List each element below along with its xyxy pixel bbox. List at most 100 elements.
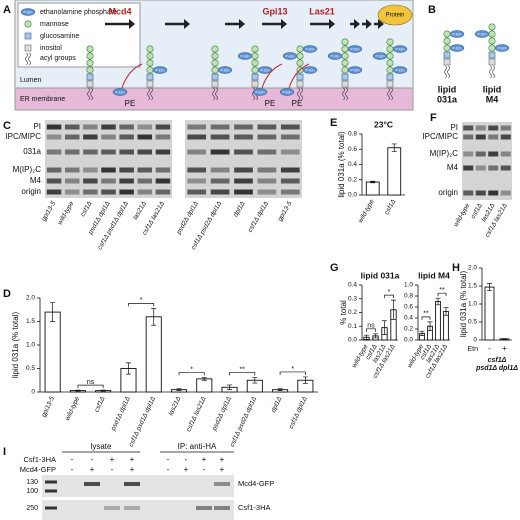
mannose-icon	[386, 45, 394, 53]
acyl-icon	[28, 52, 31, 66]
significance-label: *	[190, 366, 193, 373]
x-tick-label: dpl1Δ	[270, 396, 283, 414]
acyl-icon	[492, 65, 495, 79]
gel-band	[119, 178, 134, 184]
lane-label: csf1Δ	[79, 200, 93, 218]
band-label: M(IP)₂C	[430, 149, 459, 158]
error-bar	[201, 377, 207, 381]
gel-band	[187, 189, 207, 195]
gel-band	[46, 149, 62, 155]
p-etn-icon	[257, 66, 273, 74]
gel-band	[234, 149, 253, 155]
lumen-label: Lumen	[20, 77, 42, 84]
p-etn-label: P-Etn	[306, 47, 315, 51]
glucosamine-icon	[386, 73, 394, 81]
lane-label: wild-type	[57, 200, 76, 226]
x-tick-label: psd1Δ dpl1Δ	[110, 396, 132, 433]
y-tick-label: 0.2	[348, 176, 357, 183]
sign-label: -	[203, 465, 206, 474]
mannose-icon	[24, 20, 32, 28]
arrow-head	[329, 19, 335, 29]
sign-label: +	[130, 465, 135, 474]
y-tick-label: 0.2	[348, 309, 357, 316]
error-bar	[277, 388, 283, 391]
p-etn-label: P-Etn	[286, 54, 295, 58]
error-bar	[487, 283, 492, 292]
y-tick-label: 0.5	[468, 319, 477, 326]
p-etn-icon	[302, 66, 318, 74]
mannose-icon	[488, 37, 496, 45]
gel-band	[463, 151, 474, 157]
significance-label: **	[439, 287, 445, 294]
y-tick-label: 2.0	[26, 295, 35, 302]
mannose-icon	[488, 30, 496, 38]
lane-label: dpl1Δ	[232, 200, 246, 218]
legend-label: mannose	[40, 21, 69, 28]
row-label: Etn	[467, 346, 478, 353]
blot-band	[214, 482, 230, 486]
gel-band	[210, 167, 230, 173]
sign-label: +	[220, 465, 225, 474]
y-tick-label: 0.6	[348, 146, 357, 153]
p-etn-label: P-Etn	[453, 32, 462, 36]
significance-bracket	[229, 372, 256, 376]
gel-band	[64, 134, 80, 140]
y-tick-label: 1.5	[26, 318, 35, 325]
inositol-icon	[386, 80, 394, 88]
gel-band	[257, 189, 277, 195]
error-bar	[382, 320, 387, 335]
gel-band	[187, 149, 207, 155]
x-tick-label: csf1Δ psd1Δ dpl1Δ	[128, 396, 157, 448]
arrow-head	[378, 19, 384, 29]
gel-band	[210, 149, 230, 155]
x-tick-label: csf1Δ	[93, 396, 106, 414]
gel-band	[137, 167, 153, 173]
error-bar	[502, 338, 507, 340]
sign-label: -	[71, 455, 74, 464]
gel-band	[475, 151, 486, 157]
lane-label: las21Δ	[132, 200, 148, 221]
y-tick-label: 0.0	[348, 192, 357, 199]
p-etn-label: P-Etn	[156, 68, 165, 72]
gel-band	[46, 178, 62, 184]
gel-band	[280, 189, 300, 195]
x-axis-label: psd1Δ dpl1Δ	[475, 365, 518, 372]
error-bar	[302, 376, 308, 384]
gel-band	[500, 165, 511, 171]
p-etn-label: P-Etn	[351, 68, 360, 72]
gel-band	[257, 124, 277, 130]
gel-band	[64, 124, 80, 130]
significance-bracket	[366, 328, 376, 332]
y-axis-label: % total	[339, 300, 348, 325]
gel-band	[463, 125, 474, 131]
inositol-icon	[251, 80, 259, 88]
gel-band	[83, 134, 98, 140]
significance-bracket	[437, 292, 447, 297]
p-etn-icon	[217, 66, 233, 74]
blot-band	[124, 506, 140, 510]
gel-band	[475, 190, 486, 196]
y-tick-label: 0.0	[348, 337, 357, 344]
blot-band	[104, 506, 120, 510]
gel-band	[210, 178, 230, 184]
structure-label: lipid	[438, 84, 457, 94]
error-bar	[435, 297, 441, 306]
gel-band	[488, 125, 499, 131]
significance-label: ns	[367, 323, 375, 330]
gel-band	[64, 167, 80, 173]
error-bar	[364, 334, 369, 340]
mannose-icon	[146, 59, 154, 67]
gel-band	[101, 149, 116, 155]
gel-band	[280, 124, 300, 130]
mannose-icon	[443, 44, 451, 52]
mannose-icon	[146, 45, 154, 53]
acyl-icon	[387, 87, 390, 101]
p-etn-icon	[20, 8, 36, 16]
gel-band	[64, 149, 80, 155]
gel-band	[463, 190, 474, 196]
gel-band	[101, 134, 116, 140]
gel-band	[280, 149, 300, 155]
sign-label: -	[185, 455, 188, 464]
gel-band	[500, 151, 511, 157]
